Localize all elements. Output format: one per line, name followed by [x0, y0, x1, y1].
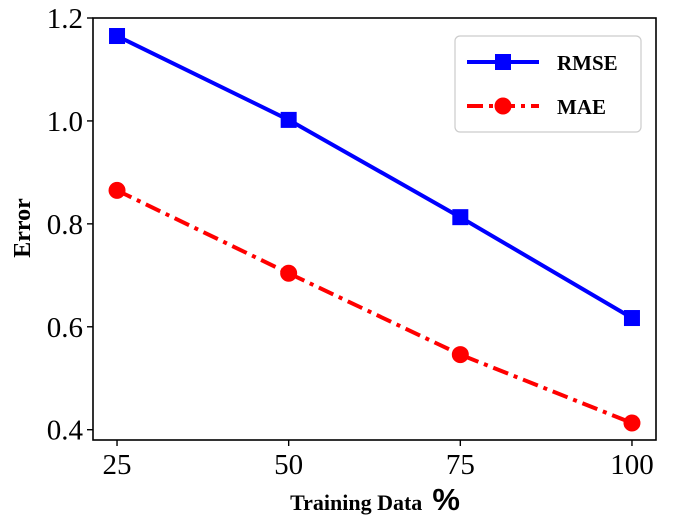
series-layer — [108, 28, 641, 432]
plot-frame — [92, 17, 657, 441]
mae-point — [108, 181, 126, 199]
rmse-line — [116, 34, 634, 320]
legend-rmse-label: RMSE — [557, 51, 618, 75]
x-tick-label: 75 — [446, 449, 475, 481]
x-axis-title-text: Training Data — [290, 490, 422, 515]
rmse-point — [109, 28, 126, 45]
rmse-point — [452, 209, 469, 226]
y-tick-label: 0.4 — [47, 415, 84, 447]
mae-point — [623, 414, 641, 432]
x-axis: 25 50 75 100 — [103, 440, 654, 481]
legend: RMSE MAE — [454, 35, 642, 133]
y-axis: 0.4 0.6 0.8 1.0 1.2 — [47, 3, 93, 447]
mae-point — [280, 264, 298, 282]
rmse-point — [280, 111, 297, 128]
y-tick-label: 0.6 — [47, 312, 83, 344]
y-axis-title: Error — [10, 198, 36, 258]
plot-border — [92, 17, 657, 441]
mae-line — [116, 188, 633, 425]
x-axis-title-suffix: % — [432, 482, 460, 517]
x-tick-label: 100 — [610, 449, 654, 481]
legend-mae-label: MAE — [557, 95, 606, 119]
y-tick-label: 1.0 — [47, 106, 83, 138]
legend-mae-marker — [494, 97, 512, 115]
y-tick-label: 0.8 — [47, 209, 83, 241]
x-tick-label: 25 — [103, 449, 132, 481]
rmse-series — [109, 28, 640, 327]
x-axis-title: Training Data % — [290, 482, 460, 517]
legend-rmse-marker — [495, 54, 511, 70]
x-tick-label: 50 — [274, 449, 303, 481]
y-tick-label: 1.2 — [47, 3, 83, 35]
mae-point — [451, 346, 469, 364]
rmse-point — [623, 310, 640, 327]
mae-series — [108, 181, 641, 432]
